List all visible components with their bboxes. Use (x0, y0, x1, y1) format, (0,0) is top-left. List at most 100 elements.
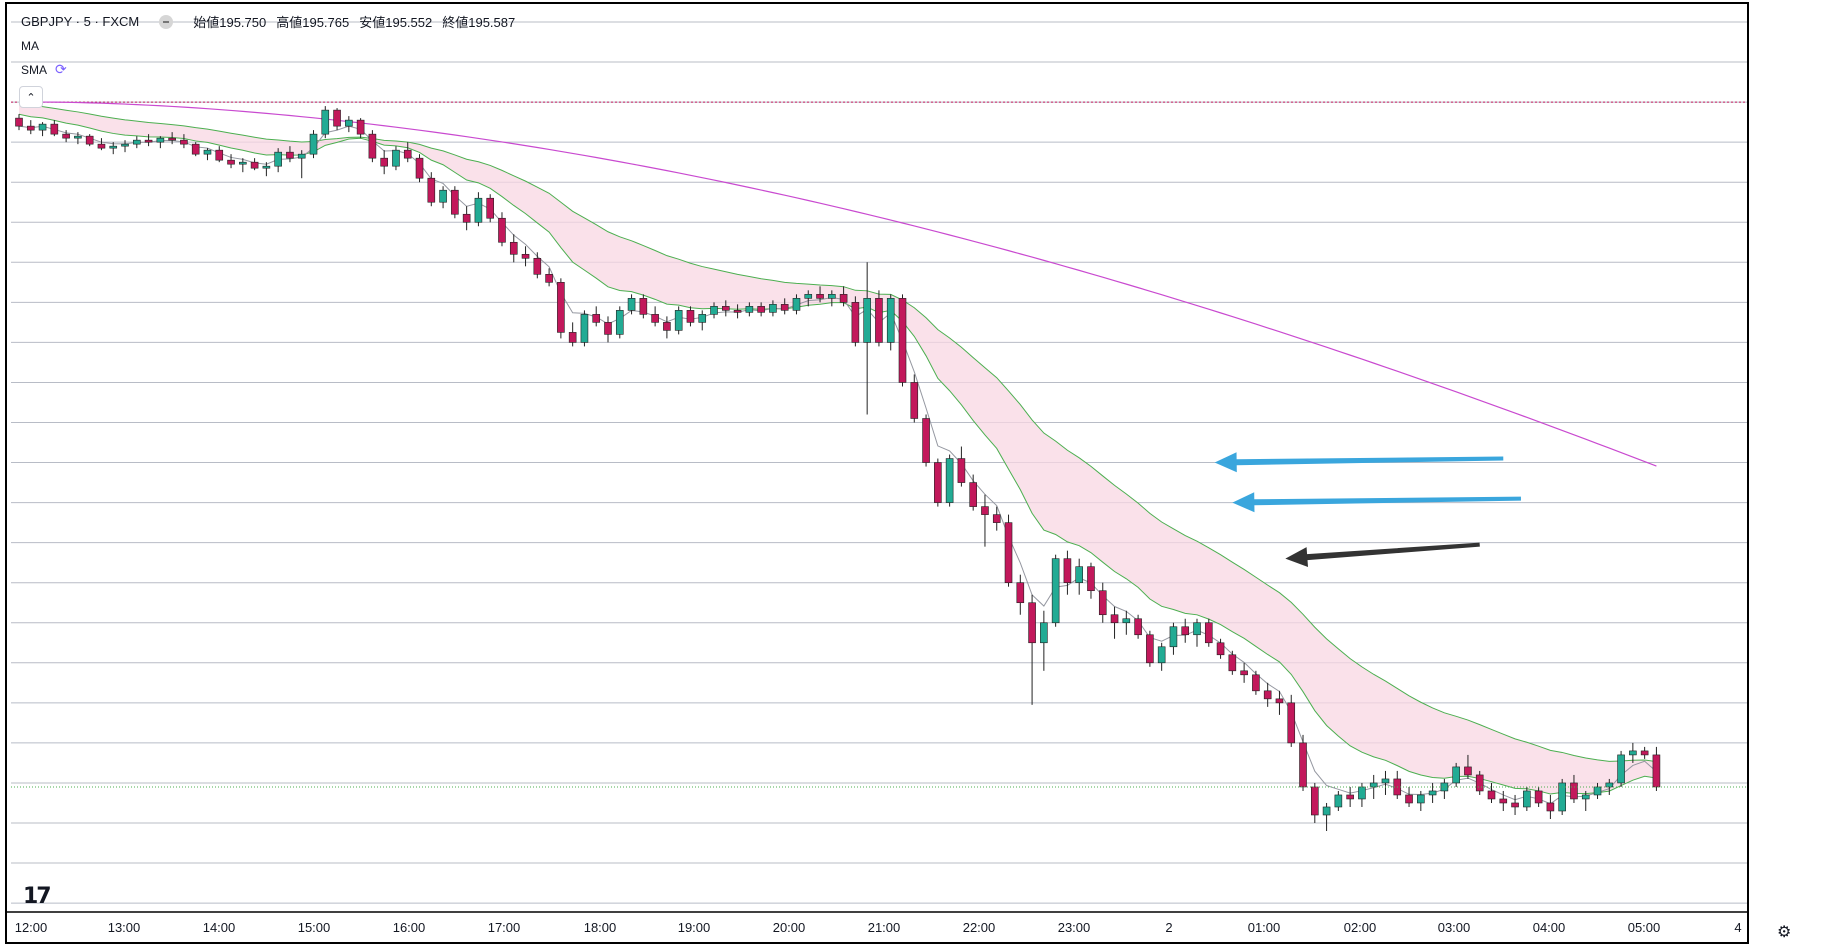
collapse-legend-button[interactable]: ⌃ (19, 86, 43, 108)
time-tick-label: 01:00 (1248, 920, 1281, 935)
candle-body (1440, 782, 1449, 792)
candle-body (1252, 674, 1260, 692)
candle-body (615, 310, 624, 335)
time-tick-label: 16:00 (393, 920, 426, 935)
candle-body (557, 282, 565, 333)
candle-body (85, 135, 94, 145)
candle-body (828, 294, 836, 299)
refresh-icon[interactable]: ⟳ (55, 61, 67, 77)
candle-body (415, 157, 424, 179)
candle-body (74, 135, 82, 139)
legend: GBPJPY · 5 · FXCM 始値195.750 高値195.765 安値… (21, 12, 515, 78)
candle-body (1417, 794, 1425, 804)
candle-body (1346, 794, 1354, 800)
candle-body (1405, 794, 1413, 804)
candle-body (1146, 634, 1154, 664)
candle-body (1523, 790, 1531, 808)
candle-body (1075, 566, 1083, 583)
blue-annotation-arrow (1232, 492, 1521, 513)
visibility-toggle-icon[interactable] (159, 14, 174, 29)
candle-body (992, 514, 1001, 523)
candle-body (1487, 790, 1496, 800)
candle-body (1193, 622, 1201, 636)
candle-body (592, 314, 601, 323)
time-tick-label: 05:00 (1628, 920, 1661, 935)
candle-body (1570, 782, 1578, 800)
candle-body (1581, 794, 1590, 800)
symbol-label[interactable]: GBPJPY · 5 · FXCM (21, 14, 140, 29)
candle-body (1051, 558, 1060, 624)
candle-body (121, 143, 129, 147)
candle-body (1534, 790, 1543, 804)
candle-body (1016, 582, 1025, 604)
candle-body (1475, 774, 1484, 792)
candle-body (721, 306, 730, 311)
time-tick-label: 02:00 (1344, 920, 1377, 935)
candle-body (250, 161, 259, 169)
ma-band-upper-line (18, 113, 1657, 795)
ma-band-fill (19, 103, 1657, 795)
candle-body (1204, 622, 1213, 644)
tradingview-logo[interactable]: 17 (23, 884, 52, 909)
time-tick-label: 19:00 (678, 920, 711, 935)
price-chart[interactable]: 199.400199.200199.000198.800198.600198.4… (7, 4, 1747, 942)
candle-body (133, 139, 141, 145)
sma-indicator-label[interactable]: SMA (21, 62, 48, 77)
candle-body (498, 217, 506, 243)
candle-body (627, 298, 636, 311)
ma-indicator-label[interactable]: MA (21, 39, 39, 53)
candle-body (1558, 782, 1566, 812)
legend-sma-row[interactable]: SMA ⟳ (21, 61, 515, 78)
candle-body (392, 149, 400, 167)
candle-body (1134, 618, 1142, 636)
candle-body (1063, 558, 1072, 583)
candle-body (156, 137, 165, 143)
time-tick-label: 13:00 (108, 920, 141, 935)
ohlc-values: 始値195.750 高値195.765 安値195.552 終値195.587 (193, 12, 515, 31)
candle-body (380, 157, 388, 167)
legend-ma-row[interactable]: MA (21, 39, 515, 53)
candle-body (356, 119, 365, 135)
candle-body (109, 145, 118, 149)
candle-body (262, 165, 271, 169)
candle-body (144, 139, 153, 143)
candle-body (839, 294, 848, 303)
candle-body (957, 458, 966, 483)
candle-body (804, 294, 813, 299)
candle-body (1652, 754, 1661, 788)
candle-body (403, 149, 412, 159)
candle-body (286, 151, 294, 159)
candle-body (1110, 614, 1119, 624)
fast-ma-line (18, 125, 1657, 805)
gear-icon[interactable]: ⚙ (1777, 924, 1792, 941)
candle-body (1040, 622, 1048, 644)
candle-body (663, 322, 671, 331)
candle-body (297, 153, 306, 159)
candle-body (969, 482, 977, 507)
candle-body (816, 294, 824, 299)
candle-body (568, 332, 577, 343)
time-tick-label: 04:00 (1533, 920, 1566, 935)
candle-body (639, 298, 648, 315)
candle-body (1629, 750, 1637, 756)
candle-body (863, 298, 871, 343)
candle-body (474, 197, 483, 223)
candle-body (1275, 698, 1284, 704)
time-tick-label: 20:00 (773, 920, 806, 935)
candle-body (651, 314, 659, 323)
candle-body (50, 123, 59, 135)
time-tick-label: 17:00 (488, 920, 521, 935)
candle-body (545, 274, 553, 283)
candle-body (686, 310, 695, 323)
candle-body (1452, 766, 1460, 784)
candle-body (1322, 806, 1331, 816)
time-tick-label: 18:00 (584, 920, 617, 935)
candle-body (1593, 786, 1602, 796)
candle-body (1122, 618, 1131, 624)
candle-body (321, 109, 330, 135)
candle-body (580, 314, 589, 343)
candle-body (1004, 522, 1013, 584)
candle-body (191, 143, 200, 155)
candle-body (910, 382, 919, 419)
chevron-up-icon: ⌃ (26, 91, 36, 104)
